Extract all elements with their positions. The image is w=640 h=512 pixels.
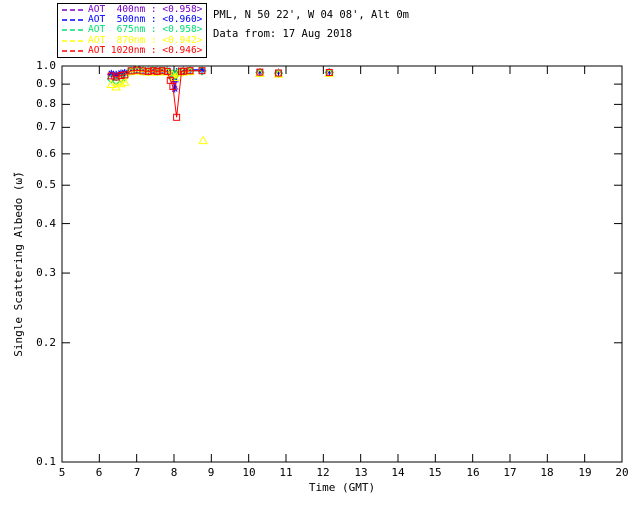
legend-item: AOT 1020nm : <0.946> [58, 44, 206, 56]
plot-title: PML, N 50 22', W 04 08', Alt 0m [213, 9, 409, 21]
legend: AOT 400nm : <0.958> AOT 500nm : <0.960> AO… [57, 3, 207, 58]
legend-label: AOT 870nm : <0.942> [88, 34, 203, 46]
x-tick-label: 8 [170, 466, 178, 479]
x-tick-label: 12 [316, 466, 330, 479]
legend-label: AOT 675nm : <0.958> [88, 24, 203, 36]
legend-line-swatch [62, 9, 84, 11]
x-tick-label: 13 [354, 466, 368, 479]
x-tick-label: 7 [133, 466, 141, 479]
legend-item: AOT 500nm : <0.960> [58, 15, 206, 25]
y-tick-label: 0.5 [36, 178, 56, 191]
legend-label: AOT 1020nm : <0.946> [88, 44, 203, 56]
y-tick-label: 0.4 [36, 217, 56, 230]
x-tick-label: 16 [466, 466, 480, 479]
series-aot-675nm [106, 65, 335, 86]
legend-line-swatch [62, 50, 84, 52]
x-tick-label: 14 [391, 466, 405, 479]
y-tick-label: 1.0 [36, 59, 56, 72]
legend-line-swatch [62, 39, 84, 42]
x-tick-label: 6 [95, 466, 103, 479]
legend-line-swatch [62, 19, 84, 22]
plot-frame-and-ticks [61, 65, 623, 463]
x-tick-label: 15 [428, 466, 442, 479]
legend-label: AOT 400nm : <0.958> [88, 4, 203, 16]
x-tick-label: 9 [207, 466, 215, 479]
y-tick-label: 0.7 [36, 120, 56, 133]
x-tick-label: 18 [540, 466, 554, 479]
legend-label: AOT 500nm : <0.960> [88, 14, 203, 26]
x-tick-label: 10 [242, 466, 256, 479]
y-tick-label: 0.3 [36, 266, 56, 279]
legend-item: AOT 870nm : <0.942> [58, 34, 206, 46]
x-tick-label: 20 [615, 466, 629, 479]
x-tick-label: 19 [578, 466, 592, 479]
y-tick-label: 0.8 [36, 97, 56, 110]
legend-line-swatch [62, 29, 84, 32]
y-axis-label: Single Scattering Albedo (ω̃) [12, 171, 25, 356]
series-aot-1020nm [107, 66, 333, 121]
plot-subtitle: Data from: 17 Aug 2018 [213, 28, 353, 40]
y-tick-label: 0.6 [36, 147, 56, 160]
title-block: PML, N 50 22', W 04 08', Alt 0m Data fro… [213, 6, 409, 44]
y-tick-label: 0.9 [36, 77, 56, 90]
x-tick-label: 11 [279, 466, 293, 479]
x-axis-label: Time (GMT) [309, 481, 375, 494]
x-tick-label: 17 [503, 466, 517, 479]
legend-item: AOT 675nm : <0.958> [58, 25, 206, 35]
legend-item: AOT 400nm : <0.958> [58, 5, 206, 15]
series-aot-870nm [106, 65, 335, 145]
x-tick-label: 5 [58, 466, 66, 479]
y-tick-label: 0.2 [36, 336, 56, 349]
y-tick-label: 0.1 [36, 455, 56, 468]
